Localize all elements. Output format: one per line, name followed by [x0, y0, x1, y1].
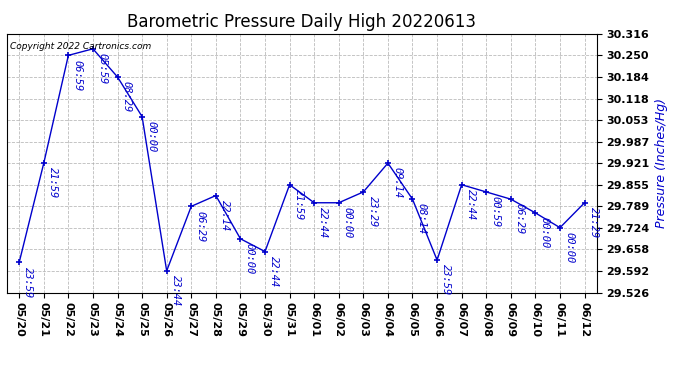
Y-axis label: Pressure (Inches/Hg): Pressure (Inches/Hg): [656, 98, 669, 228]
Text: Copyright 2022 Cartronics.com: Copyright 2022 Cartronics.com: [10, 42, 151, 51]
Text: 23:44: 23:44: [171, 275, 181, 306]
Text: 22:14: 22:14: [220, 200, 230, 231]
Text: 00:00: 00:00: [244, 243, 255, 274]
Text: 06:29: 06:29: [195, 210, 206, 242]
Text: 21:29: 21:29: [589, 207, 599, 238]
Text: 09:14: 09:14: [392, 167, 402, 198]
Text: 21:59: 21:59: [294, 189, 304, 220]
Text: 00:59: 00:59: [491, 196, 500, 227]
Text: 22:44: 22:44: [466, 189, 476, 220]
Text: 23:29: 23:29: [368, 196, 377, 227]
Text: 00:00: 00:00: [540, 217, 549, 248]
Text: 00:00: 00:00: [343, 207, 353, 238]
Text: 00:00: 00:00: [564, 232, 574, 263]
Text: 22:44: 22:44: [269, 256, 279, 287]
Text: 05:59: 05:59: [97, 53, 107, 84]
Text: 23:59: 23:59: [441, 264, 451, 296]
Title: Barometric Pressure Daily High 20220613: Barometric Pressure Daily High 20220613: [128, 13, 476, 31]
Text: 23:59: 23:59: [23, 267, 33, 298]
Text: 08:14: 08:14: [417, 203, 426, 235]
Text: 06:29: 06:29: [515, 203, 525, 235]
Text: 21:59: 21:59: [48, 167, 58, 198]
Text: 08:29: 08:29: [121, 81, 132, 112]
Text: 06:59: 06:59: [72, 60, 83, 91]
Text: 00:00: 00:00: [146, 121, 156, 152]
Text: 22:44: 22:44: [318, 207, 328, 238]
